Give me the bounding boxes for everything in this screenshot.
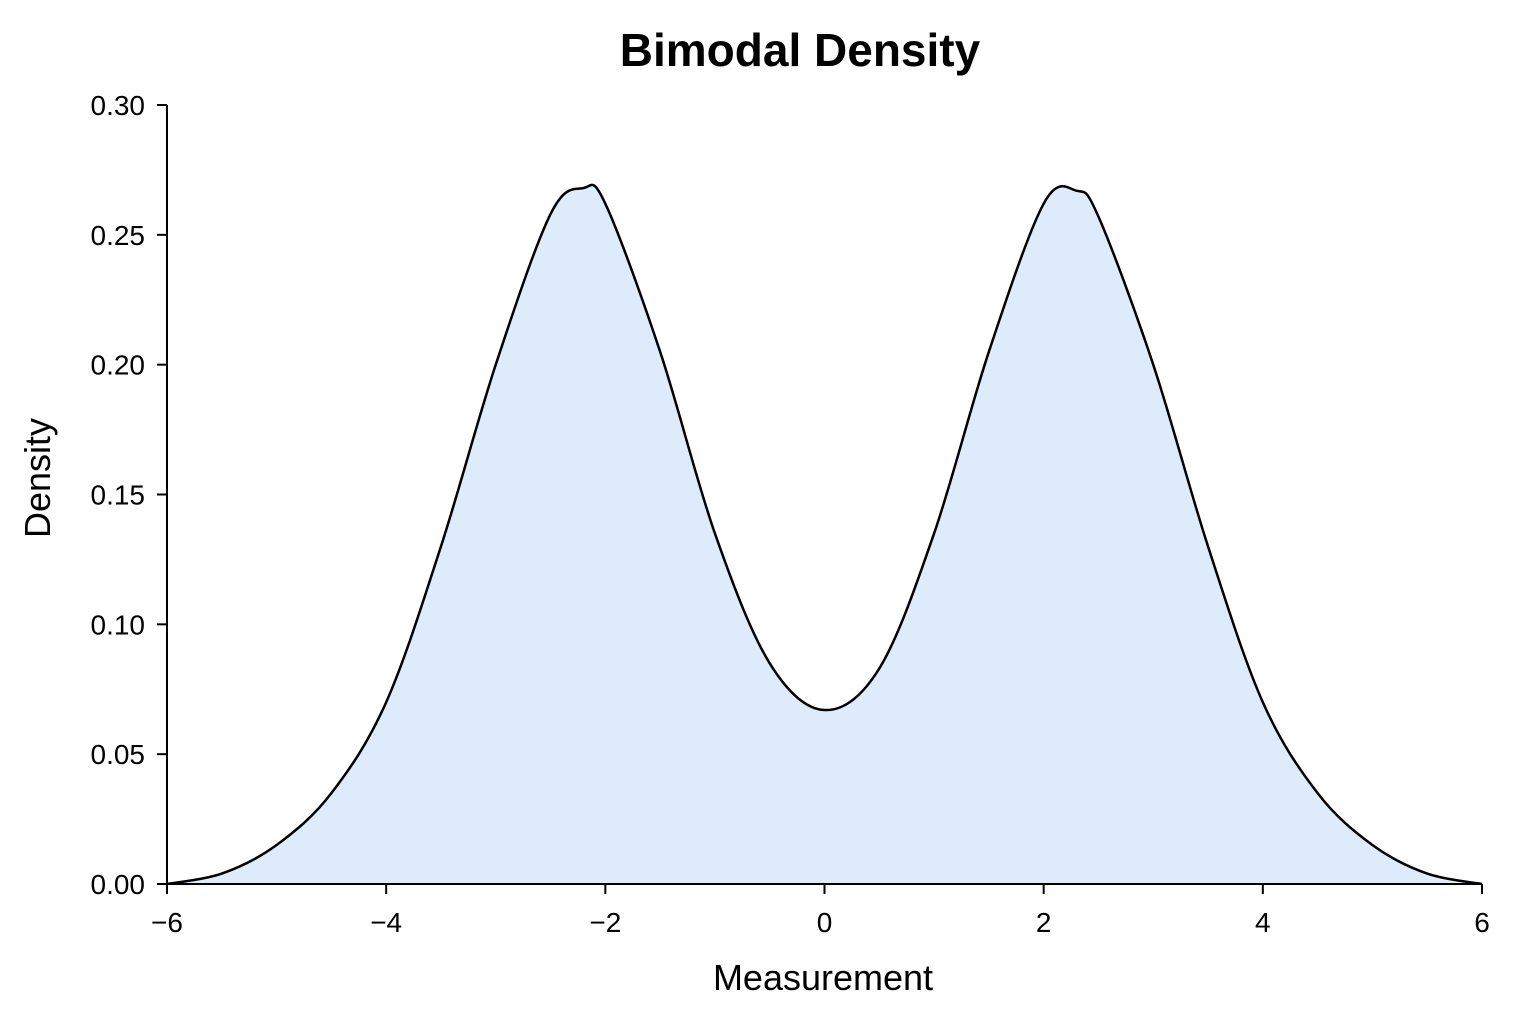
plot-area: [166, 183, 1483, 886]
x-tick-label: −4: [370, 907, 402, 938]
y-tick-label: 0.05: [91, 739, 146, 770]
y-axis-ticks: 0.00 0.05 0.10 0.15 0.20 0.25 0.30: [91, 90, 167, 900]
x-tick-label: −2: [589, 907, 621, 938]
x-axis-label: Measurement: [713, 957, 933, 998]
x-axis-ticks: −6 −4 −2 0 2 4 6: [151, 884, 1490, 938]
y-tick-label: 0.15: [91, 480, 146, 511]
y-tick-label: 0.00: [91, 869, 146, 900]
y-tick-label: 0.10: [91, 609, 146, 640]
x-tick-label: −6: [151, 907, 183, 938]
chart-title: Bimodal Density: [620, 24, 981, 76]
density-curve: [166, 183, 1483, 886]
density-area-fill: [167, 184, 1482, 885]
y-tick-label: 0.20: [91, 350, 146, 381]
y-tick-label: 0.30: [91, 90, 146, 121]
x-tick-label: 6: [1474, 907, 1490, 938]
x-tick-label: 2: [1036, 907, 1052, 938]
y-tick-label: 0.25: [91, 220, 146, 251]
x-tick-label: 4: [1255, 907, 1271, 938]
y-axis-label: Density: [17, 418, 58, 538]
x-tick-label: 0: [817, 907, 833, 938]
